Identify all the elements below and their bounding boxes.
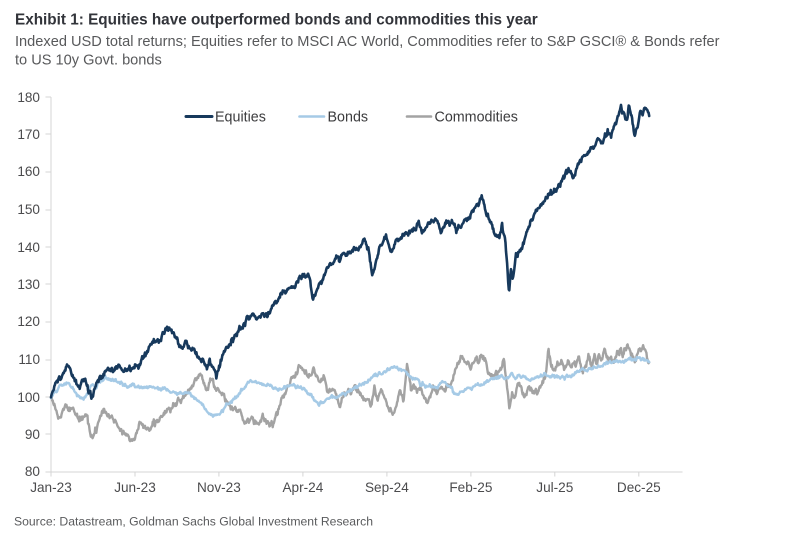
svg-text:160: 160 <box>17 164 40 179</box>
svg-text:to US 10y Govt. bonds: to US 10y Govt. bonds <box>15 53 162 69</box>
svg-text:Jul-25: Jul-25 <box>536 480 573 495</box>
svg-text:Commodities: Commodities <box>435 110 518 126</box>
svg-text:150: 150 <box>17 202 40 217</box>
svg-text:Source: Datastream, Goldman Sa: Source: Datastream, Goldman Sachs Global… <box>14 515 373 529</box>
svg-text:Equities: Equities <box>215 110 266 126</box>
svg-text:110: 110 <box>18 352 40 367</box>
svg-text:Jan-23: Jan-23 <box>30 480 72 495</box>
svg-text:130: 130 <box>17 277 40 292</box>
svg-text:Dec-25: Dec-25 <box>617 480 661 495</box>
svg-text:180: 180 <box>17 90 40 105</box>
svg-text:Sep-24: Sep-24 <box>365 480 409 495</box>
svg-text:Indexed USD total returns; Equ: Indexed USD total returns; Equities refe… <box>15 34 720 50</box>
svg-text:Feb-25: Feb-25 <box>449 480 492 495</box>
svg-text:170: 170 <box>17 127 40 142</box>
svg-text:Exhibit 1: Equities have outpe: Exhibit 1: Equities have outperformed bo… <box>15 12 538 29</box>
svg-text:90: 90 <box>25 427 41 442</box>
svg-text:100: 100 <box>17 390 40 405</box>
svg-text:120: 120 <box>17 314 40 329</box>
svg-text:Nov-23: Nov-23 <box>197 480 241 495</box>
svg-text:Jun-23: Jun-23 <box>114 480 156 495</box>
svg-text:80: 80 <box>25 464 41 479</box>
svg-text:140: 140 <box>17 240 40 255</box>
svg-text:Bonds: Bonds <box>328 110 369 126</box>
svg-text:Apr-24: Apr-24 <box>282 480 323 495</box>
